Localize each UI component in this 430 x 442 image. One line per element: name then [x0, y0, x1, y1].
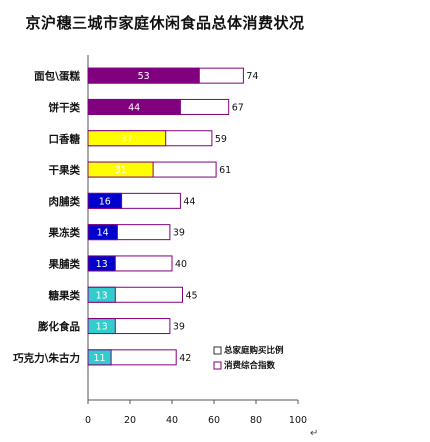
- category-label: 干果类: [49, 164, 81, 177]
- total-value-label: 40: [175, 259, 187, 270]
- x-tick-label: 0: [85, 415, 91, 426]
- bar-value-label: 53: [138, 71, 150, 82]
- category-label: 面包\蛋糕: [34, 70, 80, 83]
- total-value-label: 45: [186, 290, 198, 301]
- category-label: 饼干类: [49, 101, 81, 114]
- bar-household-share: [87, 255, 116, 272]
- total-value-label: 59: [215, 134, 227, 145]
- bar-household-share: [87, 192, 123, 209]
- category-label: 口香糖: [49, 132, 81, 145]
- x-tick-label: 20: [124, 415, 136, 426]
- category-label: 巧克力\朱古力: [13, 351, 80, 364]
- total-value-label: 61: [219, 165, 231, 176]
- bars-layer: 面包\蛋糕 53 74 饼干类 44 67 口香糖 37 59 干果类 31 61 肉脯类 16 44 果冻类…: [13, 67, 258, 366]
- bar-household-share: [87, 67, 200, 84]
- category-label: 糖果类: [49, 289, 81, 302]
- bar-household-share: [87, 98, 181, 115]
- legend-swatch: [213, 361, 222, 370]
- bar-value-label: 13: [96, 322, 108, 333]
- total-value-label: 39: [173, 228, 185, 239]
- x-tick-label: 60: [208, 415, 220, 426]
- total-value-label: 39: [173, 322, 185, 333]
- bar-value-label: 13: [96, 290, 108, 301]
- legend-label: 总家庭购买比例: [224, 345, 284, 356]
- total-value-label: 74: [246, 71, 258, 82]
- total-value-label: 44: [183, 196, 195, 207]
- bar-value-label: 14: [97, 228, 109, 239]
- bar-household-share: [87, 286, 116, 303]
- x-tick-label: 80: [250, 415, 262, 426]
- bar-value-label: 13: [96, 259, 108, 270]
- bar-value-label: 11: [94, 353, 106, 364]
- legend-label: 消费综合指数: [224, 360, 276, 371]
- bar-value-label: 16: [99, 196, 111, 207]
- bar-household-share: [87, 349, 112, 366]
- total-value-label: 42: [179, 353, 191, 364]
- category-label: 果冻类: [48, 226, 81, 239]
- x-tick-label: 100: [289, 415, 307, 426]
- category-label: 膨化食品: [38, 320, 80, 333]
- chart-title: 京沪穗三城市家庭休闲食品总体消费状况: [25, 14, 305, 32]
- bar-household-share: [87, 318, 116, 335]
- bar-household-share: [87, 224, 118, 241]
- category-label: 肉脯类: [49, 195, 81, 208]
- category-label: 果脯类: [48, 257, 81, 270]
- bar-household-share: [87, 130, 167, 147]
- x-tick-label: 40: [166, 415, 178, 426]
- bar-household-share: [87, 161, 154, 178]
- legend-swatch: [213, 346, 222, 355]
- bar-value-label: 44: [128, 102, 140, 113]
- bar-value-label: 31: [115, 165, 127, 176]
- total-value-label: 67: [232, 102, 244, 113]
- return-mark: ↵: [310, 428, 319, 439]
- bar-value-label: 37: [121, 134, 133, 145]
- x-ticks: 0 20 40 60 80 100: [85, 400, 307, 426]
